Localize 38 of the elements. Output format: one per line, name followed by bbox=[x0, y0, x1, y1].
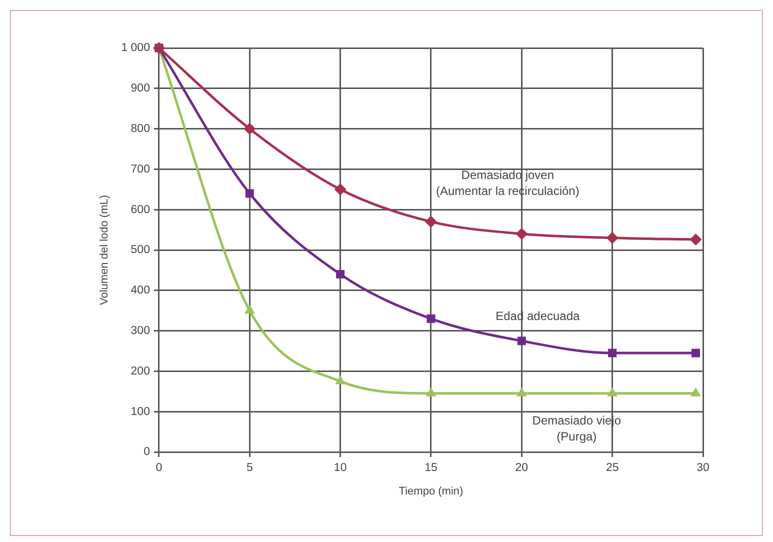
point bbox=[608, 348, 617, 358]
point bbox=[517, 336, 526, 346]
point bbox=[334, 183, 346, 196]
y-tick-label: 800 bbox=[130, 122, 150, 135]
x-tick-label: 30 bbox=[696, 462, 710, 474]
y-tick-label: 100 bbox=[130, 406, 150, 418]
point bbox=[516, 228, 528, 240]
point bbox=[516, 387, 527, 396]
point bbox=[690, 387, 701, 396]
y-tick-label: 1 000 bbox=[121, 42, 150, 54]
x-tick-label: 10 bbox=[334, 462, 347, 474]
point bbox=[607, 387, 618, 396]
point bbox=[245, 189, 254, 198]
point bbox=[244, 304, 255, 314]
x-axis-title: Tiempo (min) bbox=[398, 485, 464, 498]
point bbox=[426, 387, 436, 396]
x-tick-label: 5 bbox=[246, 462, 253, 474]
point bbox=[244, 122, 256, 135]
y-tick-label: 200 bbox=[130, 365, 150, 378]
y-tick-label: 300 bbox=[130, 324, 150, 337]
point bbox=[426, 314, 436, 323]
x-tick-label: 0 bbox=[156, 462, 162, 474]
x-tick-label: 20 bbox=[515, 462, 528, 474]
point bbox=[424, 216, 437, 228]
x-tick-label: 25 bbox=[606, 462, 619, 474]
y-tick-label: 900 bbox=[130, 82, 150, 95]
point bbox=[336, 270, 345, 278]
y-axis-title: Volumen del lodo (mL) bbox=[98, 194, 111, 306]
point bbox=[335, 375, 346, 384]
y-tick-label: 700 bbox=[130, 163, 150, 176]
y-tick-label: 400 bbox=[130, 284, 150, 297]
point bbox=[606, 232, 618, 244]
y-tick-label: 600 bbox=[130, 204, 150, 216]
point bbox=[692, 348, 700, 358]
point bbox=[690, 233, 702, 246]
y-tick-label: 500 bbox=[130, 244, 150, 256]
y-tick-label: 0 bbox=[144, 446, 150, 458]
x-tick-label: 15 bbox=[424, 462, 438, 474]
